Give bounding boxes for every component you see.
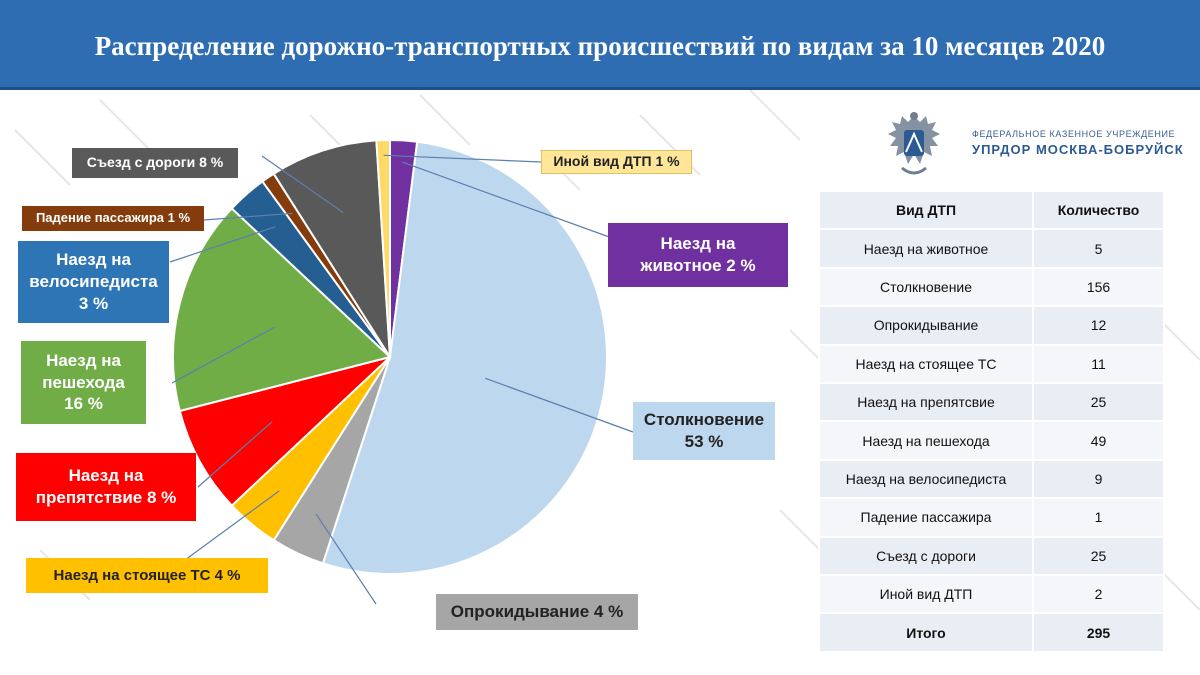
row-count: 11	[1032, 343, 1165, 385]
label-peshehod: Наезд на пешехода 16 %	[21, 341, 146, 424]
pie-slice-sezd	[272, 139, 391, 358]
row-name: Иной вид ДТП	[818, 574, 1034, 615]
pie-slice-inoy	[375, 138, 391, 358]
leader-line-stoyashchee	[184, 490, 280, 561]
label-line: пешехода	[42, 372, 125, 392]
label-passazhir: Падение пассажира 1 %	[22, 206, 204, 231]
table-row: Съезд с дороги 25	[818, 535, 1165, 577]
pie-slice-stolknovenie	[321, 140, 608, 575]
table-total-row: Итого 295	[818, 612, 1165, 653]
label-velosiped: Наезд на велосипедиста 3 %	[18, 241, 169, 323]
total-count: 295	[1032, 612, 1165, 653]
table-header-count: Количество	[1032, 189, 1165, 231]
label-zhivotnoe: Наезд на животное 2 %	[608, 223, 788, 287]
label-prepyatstvie: Наезд на препятствие 8 %	[16, 453, 196, 521]
label-line: животное 2 %	[640, 256, 756, 275]
leader-line-stolknovenie	[485, 377, 634, 433]
label-sezd: Съезд с дороги 8 %	[72, 148, 238, 178]
label-line: Наезд на	[68, 466, 144, 486]
table-header-row: Вид ДТП Количество	[818, 189, 1165, 231]
pie-slice-prepyatstvie	[178, 356, 391, 507]
label-stolknovenie: Столкновение 53 %	[633, 402, 775, 460]
pie-chart	[169, 138, 634, 605]
label-oprokidyvanie: Опрокидывание 4 %	[436, 594, 638, 630]
row-count: 25	[1032, 535, 1165, 577]
emblem-icon	[888, 112, 940, 175]
table-row: Падение пассажира 1	[818, 497, 1165, 538]
label-line: Съезд с дороги 8 %	[86, 154, 224, 171]
table-row: Наезд на пешехода 49	[818, 420, 1165, 461]
table-row: Опрокидывание 12	[818, 305, 1165, 346]
label-line: препятствие 8 %	[35, 488, 177, 507]
leader-line-prepyatstvie	[197, 421, 273, 488]
table-row: Иной вид ДТП 2	[818, 574, 1165, 615]
row-name: Наезд на велосипедиста	[818, 458, 1034, 500]
logo-line-2: УПРДОР МОСКВА-БОБРУЙСК	[972, 142, 1184, 157]
row-count: 2	[1032, 574, 1165, 615]
table-row: Наезд на стоящее ТС 11	[818, 343, 1165, 385]
row-name: Наезд на пешехода	[818, 420, 1034, 461]
table-row: Наезд на животное 5	[818, 228, 1165, 269]
row-name: Опрокидывание	[818, 305, 1034, 346]
row-name: Столкновение	[818, 266, 1034, 308]
label-line: Наезд на стоящее ТС 4 %	[53, 566, 241, 584]
label-line: Иной вид ДТП 1 %	[553, 153, 680, 170]
leader-line-sezd	[261, 155, 344, 213]
label-line: 53 %	[684, 432, 724, 451]
row-count: 1	[1032, 497, 1165, 538]
label-line: Столкновение	[643, 410, 765, 430]
label-line: Наезд на	[660, 234, 736, 254]
pie-slices	[172, 138, 608, 575]
leader-line-velosiped	[169, 226, 276, 263]
header-bar: Распределение дорожно-транспортных проис…	[0, 0, 1200, 90]
leader-line-zhivotnoe	[402, 161, 613, 239]
label-line: велосипедиста	[29, 272, 158, 292]
row-count: 49	[1032, 420, 1165, 461]
leader-lines	[169, 154, 634, 605]
table-row: Столкновение 156	[818, 266, 1165, 308]
leader-line-peshehod	[171, 326, 275, 384]
label-line: 3 %	[78, 293, 109, 313]
label-inoy: Иной вид ДТП 1 %	[541, 150, 692, 174]
label-line: 16 %	[64, 394, 103, 414]
row-count: 5	[1032, 228, 1165, 269]
row-count: 12	[1032, 305, 1165, 346]
row-name: Падение пассажира	[818, 497, 1034, 538]
row-count: 25	[1032, 382, 1165, 423]
row-count: 9	[1032, 458, 1165, 500]
label-line: Опрокидывание 4 %	[450, 602, 624, 622]
row-name: Наезд на животное	[818, 228, 1034, 269]
leader-line-inoy	[383, 154, 542, 163]
row-name: Наезд на стоящее ТС	[818, 343, 1034, 385]
table-header-type: Вид ДТП	[818, 189, 1034, 231]
leader-line-passazhir	[203, 212, 293, 221]
total-label: Итого	[818, 612, 1034, 653]
table-row: Наезд на велосипедиста 9	[818, 458, 1165, 500]
label-line: Наезд на	[56, 250, 131, 270]
stats-table: Вид ДТП Количество Наезд на животное 5 Ст…	[818, 189, 1165, 653]
label-stoyashchee: Наезд на стоящее ТС 4 %	[26, 558, 268, 593]
row-count: 156	[1032, 266, 1165, 308]
row-name: Наезд на препятсвие	[818, 382, 1034, 423]
page-title: Распределение дорожно-транспортных проис…	[94, 31, 1106, 61]
leader-line-oprokidyvanie	[315, 513, 377, 605]
row-name: Съезд с дороги	[818, 535, 1034, 577]
label-line: Падение пассажира 1 %	[35, 210, 191, 226]
pie-slice-peshehod	[172, 207, 393, 413]
table-row: Наезд на препятсвие 25	[818, 382, 1165, 423]
label-line: Наезд на	[46, 350, 121, 370]
logo-line-1: ФЕДЕРАЛЬНОЕ КАЗЕННОЕ УЧРЕЖДЕНИЕ	[972, 129, 1176, 139]
